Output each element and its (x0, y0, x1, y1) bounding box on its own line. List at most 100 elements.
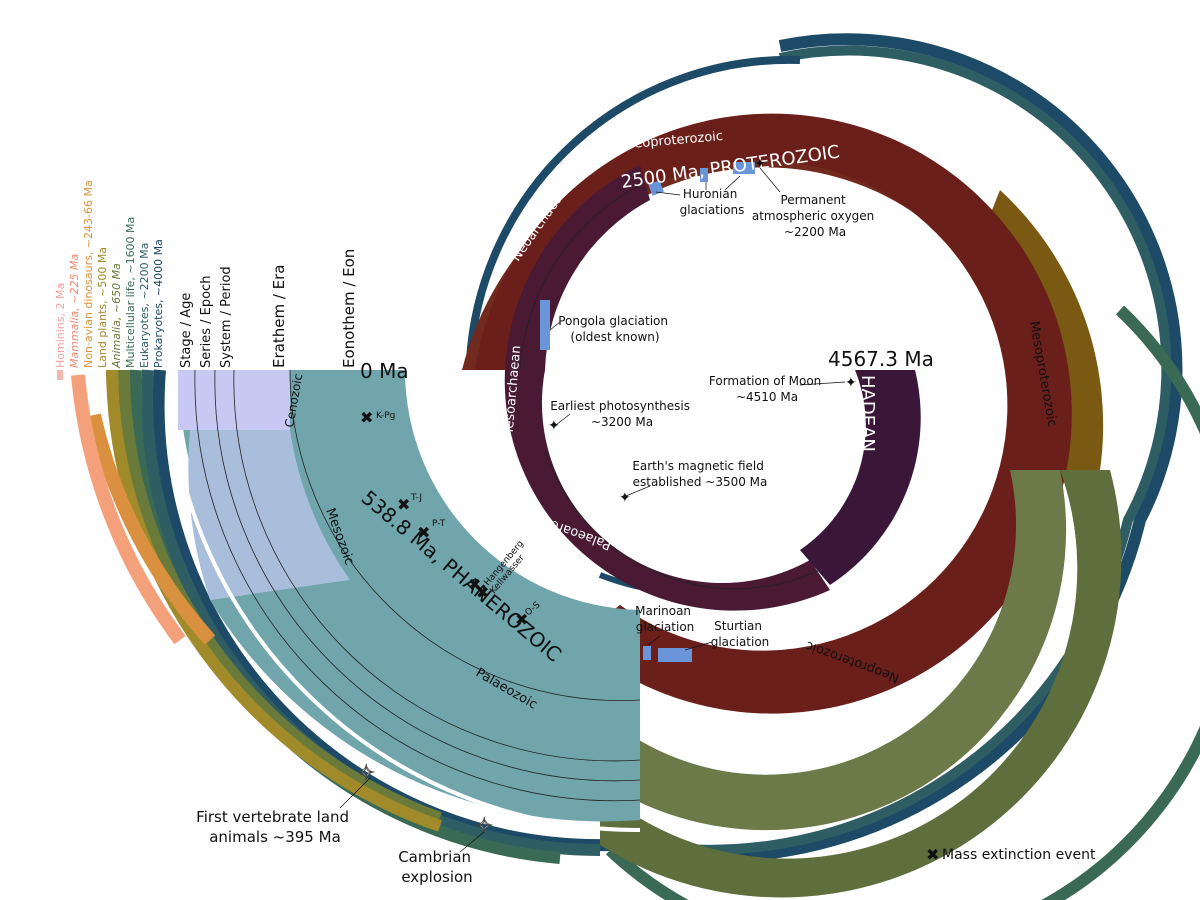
oxygen-star-icon: ✦ (754, 156, 766, 172)
caption-sturtian: Sturtian glaciation (711, 619, 770, 649)
animalia-band (118, 369, 443, 824)
moon-leader (799, 381, 846, 386)
caption-marinoan-line1: Marinoan (635, 604, 691, 618)
label-mammalia: Mammalia, ~225 Ma (68, 254, 81, 368)
sturtian-leader (684, 641, 713, 651)
caption-vertebrates-line1: First vertebrate land (196, 808, 349, 826)
multicellular-band-outer (605, 305, 1200, 900)
system-line (233, 369, 641, 762)
mammalia-band (71, 374, 186, 645)
caption-pongola: Pongola glaciation (oldest known) (558, 314, 672, 344)
extinction-tj-icon: ✖ (397, 495, 410, 514)
photosynthesis-leader (555, 413, 571, 426)
land-plants-band (106, 369, 442, 832)
header-eonothem: Eonothem / Eon (340, 249, 358, 368)
huronian-leader (655, 175, 741, 196)
archaean-bottom-line (544, 449, 821, 590)
life-bands (57, 33, 1200, 900)
eon-hadean: HADEAN (857, 375, 878, 452)
magnetic-star-icon: ✦ (619, 490, 631, 506)
column-headers: Stage / Age Series / Epoch System / Peri… (179, 249, 358, 368)
huronian-marker-2 (700, 168, 708, 182)
extinction-pt: P-T (432, 519, 446, 529)
label-dinosaurs: Non-avian dinosaurs, ~243-66 Ma (82, 180, 95, 368)
stage-line (194, 369, 641, 802)
caption-vertebrates-line2: animals ~395 Ma (209, 828, 341, 846)
pongola-marker (540, 300, 550, 350)
caption-huronian: Huronian glaciations (680, 187, 745, 217)
caption-photosynthesis-line1: Earliest photosynthesis (550, 399, 690, 413)
palaeozoic-band (210, 580, 640, 822)
caption-cambrian: Cambrian explosion (398, 848, 476, 886)
caption-sturtian-line2: glaciation (711, 635, 770, 649)
caption-magnetic-line2: established ~3500 Ma (633, 475, 768, 489)
huronian-marker-1 (648, 180, 664, 196)
dinosaurs-band (87, 413, 216, 645)
marinoan-leader (647, 635, 661, 646)
caption-magnetic-line1: Earth's magnetic field (632, 459, 764, 473)
caption-marinoan-line2: glaciation (636, 620, 695, 634)
header-system: System / Period (219, 266, 234, 368)
huronian-marker-3 (733, 162, 755, 174)
caption-vertebrates: First vertebrate land animals ~395 Ma (196, 808, 354, 846)
cambrian-leader (459, 831, 485, 853)
glaciation-markers (540, 162, 755, 662)
leader-lines (339, 167, 846, 853)
extinction-kpg: K-Pg (376, 411, 395, 421)
header-series: Series / Epoch (199, 276, 214, 368)
archaean-inner-line (519, 184, 641, 371)
extinction-kpg-icon: ✖ (360, 408, 373, 427)
neoproterozoic-band (600, 470, 1067, 831)
vertebrates-leader (339, 777, 371, 809)
label-earth-formation: 4567.3 Ma (828, 347, 934, 371)
series-line (214, 369, 641, 782)
caption-oxygen-line1: Permanent (780, 193, 846, 207)
label-hominins: Hominins, 2 Ma (54, 283, 67, 368)
caption-marinoan: Marinoan glaciation (635, 604, 695, 634)
caption-huronian-line2: glaciations (680, 203, 745, 217)
photosynthesis-star-icon: ✦ (548, 418, 560, 434)
mesozoic-band (188, 430, 350, 600)
caption-moon-line2: ~4510 Ma (736, 390, 798, 404)
caption-huronian-line1: Huronian (683, 187, 738, 201)
marinoan-marker (643, 646, 651, 660)
archaean-sector (504, 165, 921, 611)
header-stage: Stage / Age (179, 293, 194, 368)
label-land-plants: Land plants, ~500 Ma (96, 247, 109, 368)
life-labels: Hominins, 2 Ma Mammalia, ~225 Ma Non-avi… (54, 180, 165, 369)
event-captions: Huronian glaciations Permanent atmospher… (196, 187, 874, 886)
extinction-os-icon: ✖ (515, 610, 528, 629)
caption-photosynthesis: Earliest photosynthesis ~3200 Ma (550, 399, 694, 429)
extinction-hangenberg-icon: ✖ (468, 575, 481, 594)
caption-sturtian-line1: Sturtian (714, 619, 762, 633)
prokaryotes-band-outer (608, 33, 1183, 864)
label-eukaryotes: Eukaryotes, ~2200 Ma (138, 243, 151, 368)
eukaryotes-band-outer (608, 45, 1172, 855)
legend-extinction-label: Mass extinction event (942, 847, 1096, 863)
legend-extinction-icon: ✖ (926, 845, 939, 864)
extinction-tj: T-J (410, 493, 422, 503)
label-present: 0 Ma (360, 359, 409, 383)
header-erathem: Erathem / Era (270, 265, 288, 369)
extinction-kellwasser-icon: ✖ (476, 583, 489, 602)
label-animalia: Animalia, ~650 Ma (110, 263, 123, 369)
caption-moon: Formation of Moon ~4510 Ma (709, 374, 825, 404)
caption-oxygen-line3: ~2200 Ma (784, 225, 846, 239)
event-stars: ✦ ✦ ✦ ✦ ✧ ✧ (357, 156, 857, 839)
separator-arc (166, 369, 641, 833)
legend: ✖ Mass extinction event (926, 845, 1096, 864)
caption-cambrian-line2: explosion (401, 868, 472, 886)
cambrian-star-icon: ✧ (475, 814, 493, 839)
label-multicellular: Multicellular life, ~1600 Ma (124, 217, 137, 368)
pongola-leader (549, 321, 561, 331)
magnetic-leader (625, 485, 651, 497)
oxygen-leader (759, 167, 781, 193)
caption-moon-line1: Formation of Moon (709, 374, 821, 388)
caption-oxygen-line2: atmospheric oxygen (752, 209, 874, 223)
prokaryotes-inner-arc (466, 55, 801, 361)
caption-pongola-line2: (oldest known) (570, 330, 659, 344)
caption-magnetic: Earth's magnetic field established ~3500… (632, 459, 767, 489)
hadean-band (800, 370, 921, 585)
